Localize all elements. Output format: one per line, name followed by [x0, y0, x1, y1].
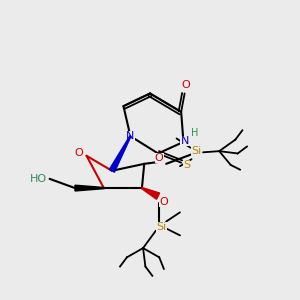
- Polygon shape: [75, 185, 104, 191]
- Text: H: H: [191, 128, 199, 138]
- Text: O: O: [160, 197, 168, 207]
- Text: S: S: [183, 160, 190, 170]
- Text: Si: Si: [156, 222, 167, 232]
- Polygon shape: [142, 188, 160, 199]
- Text: N: N: [180, 136, 189, 146]
- Text: O: O: [155, 153, 164, 163]
- Text: N: N: [126, 131, 135, 141]
- Polygon shape: [110, 136, 131, 172]
- Text: O: O: [74, 148, 83, 158]
- Text: Si: Si: [191, 146, 201, 156]
- Text: HO: HO: [29, 174, 46, 184]
- Text: O: O: [182, 80, 190, 90]
